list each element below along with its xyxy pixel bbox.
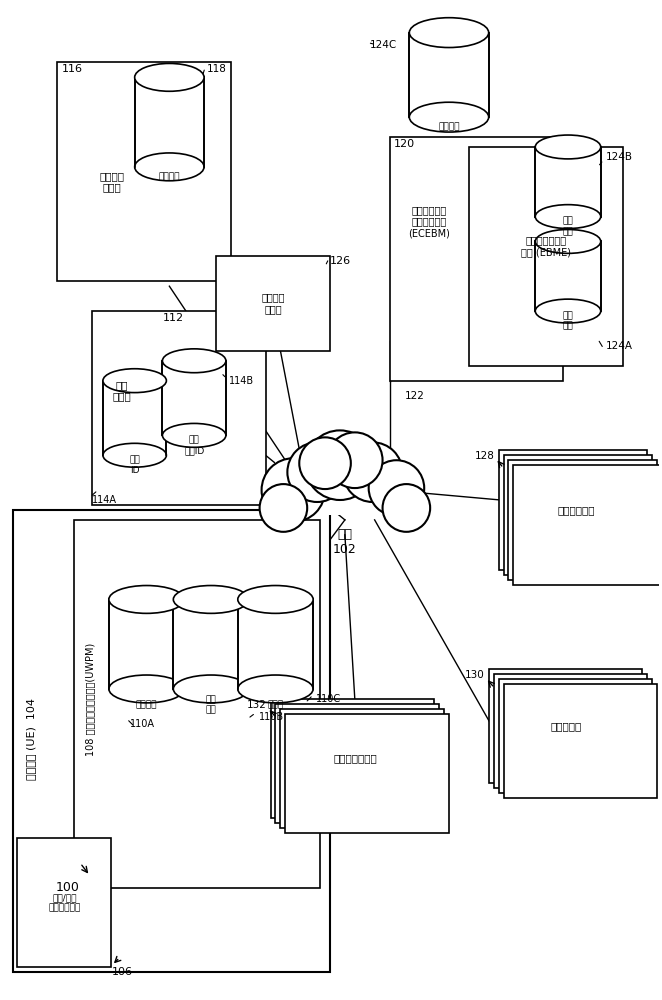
Circle shape — [327, 432, 383, 488]
Ellipse shape — [536, 230, 600, 253]
Text: 电子证书: 电子证书 — [136, 700, 158, 709]
Text: 用户设备 (UE)  104: 用户设备 (UE) 104 — [26, 698, 36, 780]
Text: 活动证书: 活动证书 — [159, 172, 180, 181]
Bar — [281, 709, 444, 828]
Polygon shape — [173, 599, 249, 689]
Text: 买家
偏好: 买家 偏好 — [563, 217, 573, 236]
Text: 买家
偏好: 买家 偏好 — [563, 311, 573, 331]
Bar — [216, 256, 330, 351]
Ellipse shape — [238, 675, 313, 703]
Ellipse shape — [238, 586, 313, 613]
Text: 支付卡: 支付卡 — [267, 700, 283, 709]
Polygon shape — [109, 599, 184, 689]
Polygon shape — [536, 241, 600, 311]
Text: 124B: 124B — [606, 152, 633, 162]
Circle shape — [260, 484, 307, 532]
Text: 102: 102 — [333, 543, 357, 556]
Text: 钱包
ID: 钱包 ID — [129, 455, 140, 475]
Circle shape — [305, 430, 375, 500]
Bar — [13, 510, 330, 972]
Ellipse shape — [536, 299, 600, 323]
Bar — [271, 699, 434, 818]
Text: 106: 106 — [112, 967, 133, 977]
Bar — [74, 520, 320, 888]
Text: 电子证书
管理器: 电子证书 管理器 — [99, 171, 124, 193]
Text: 112: 112 — [163, 313, 184, 323]
Polygon shape — [536, 147, 600, 217]
Bar — [275, 704, 439, 823]
Circle shape — [261, 458, 325, 522]
Polygon shape — [238, 599, 313, 689]
Text: 电子
证书ID: 电子 证书ID — [184, 436, 205, 455]
Polygon shape — [134, 77, 204, 167]
Text: 110C: 110C — [316, 694, 341, 704]
Text: 位置/地理
位置跟踪模块: 位置/地理 位置跟踪模块 — [48, 893, 80, 912]
Ellipse shape — [109, 675, 184, 703]
Ellipse shape — [134, 63, 204, 91]
Ellipse shape — [134, 153, 204, 181]
Text: 114A: 114A — [92, 495, 117, 505]
Text: 120: 120 — [393, 139, 414, 149]
Bar — [17, 838, 111, 967]
Text: 广播服务
提供商: 广播服务 提供商 — [261, 292, 285, 314]
Ellipse shape — [103, 369, 166, 393]
Ellipse shape — [409, 102, 489, 132]
Text: 100: 100 — [56, 881, 79, 894]
Circle shape — [343, 442, 402, 502]
Text: 108 用户钱包简档管理器(UWPM): 108 用户钱包简档管理器(UWPM) — [85, 642, 95, 756]
Text: 钱包
管理器: 钱包 管理器 — [113, 380, 131, 401]
Ellipse shape — [409, 18, 489, 48]
Circle shape — [299, 437, 351, 489]
Bar — [469, 147, 622, 366]
Bar — [498, 450, 647, 570]
Bar — [504, 684, 657, 798]
Bar — [489, 669, 642, 783]
Text: 网络: 网络 — [338, 528, 352, 541]
Bar — [389, 137, 563, 381]
Text: 116: 116 — [62, 64, 83, 74]
Text: 110B: 110B — [259, 712, 284, 722]
Text: 电子证书交换
和出价管理器
(ECEBM): 电子证书交换 和出价管理器 (ECEBM) — [408, 205, 450, 238]
Circle shape — [383, 484, 430, 532]
Text: 118: 118 — [207, 64, 227, 74]
Bar — [508, 460, 657, 580]
Bar — [514, 465, 662, 585]
Bar — [498, 679, 652, 793]
Polygon shape — [409, 33, 489, 117]
Ellipse shape — [173, 675, 249, 703]
Ellipse shape — [162, 423, 226, 447]
Polygon shape — [103, 381, 166, 455]
Bar — [58, 62, 231, 281]
Text: 130: 130 — [465, 670, 485, 680]
Text: 110A: 110A — [130, 719, 155, 729]
Text: 114B: 114B — [229, 376, 254, 386]
Ellipse shape — [173, 586, 249, 613]
Polygon shape — [275, 460, 414, 515]
Text: 122: 122 — [404, 391, 424, 401]
Text: 126: 126 — [330, 256, 351, 266]
Text: 交换和出价匹配
引擎 (EBME): 交换和出价匹配 引擎 (EBME) — [521, 236, 571, 257]
Bar — [285, 714, 449, 833]
Text: 购物
历史: 购物 历史 — [206, 695, 216, 715]
Text: 订户数据: 订户数据 — [438, 123, 459, 132]
Ellipse shape — [536, 135, 600, 159]
Text: 124C: 124C — [369, 40, 397, 50]
Bar — [494, 674, 647, 788]
Circle shape — [369, 460, 424, 516]
Ellipse shape — [536, 205, 600, 229]
Text: 支付认证系统: 支付认证系统 — [557, 505, 594, 515]
Bar — [92, 311, 265, 505]
Polygon shape — [162, 361, 226, 435]
Text: 商家服务器: 商家服务器 — [550, 721, 582, 731]
Text: 电子证书提供商: 电子证书提供商 — [334, 754, 377, 764]
Ellipse shape — [162, 349, 226, 373]
Text: 128: 128 — [475, 451, 495, 461]
Ellipse shape — [103, 443, 166, 467]
Text: 132: 132 — [247, 700, 267, 710]
Text: 124A: 124A — [606, 341, 633, 351]
Circle shape — [287, 442, 347, 502]
Ellipse shape — [109, 586, 184, 613]
Bar — [504, 455, 652, 575]
